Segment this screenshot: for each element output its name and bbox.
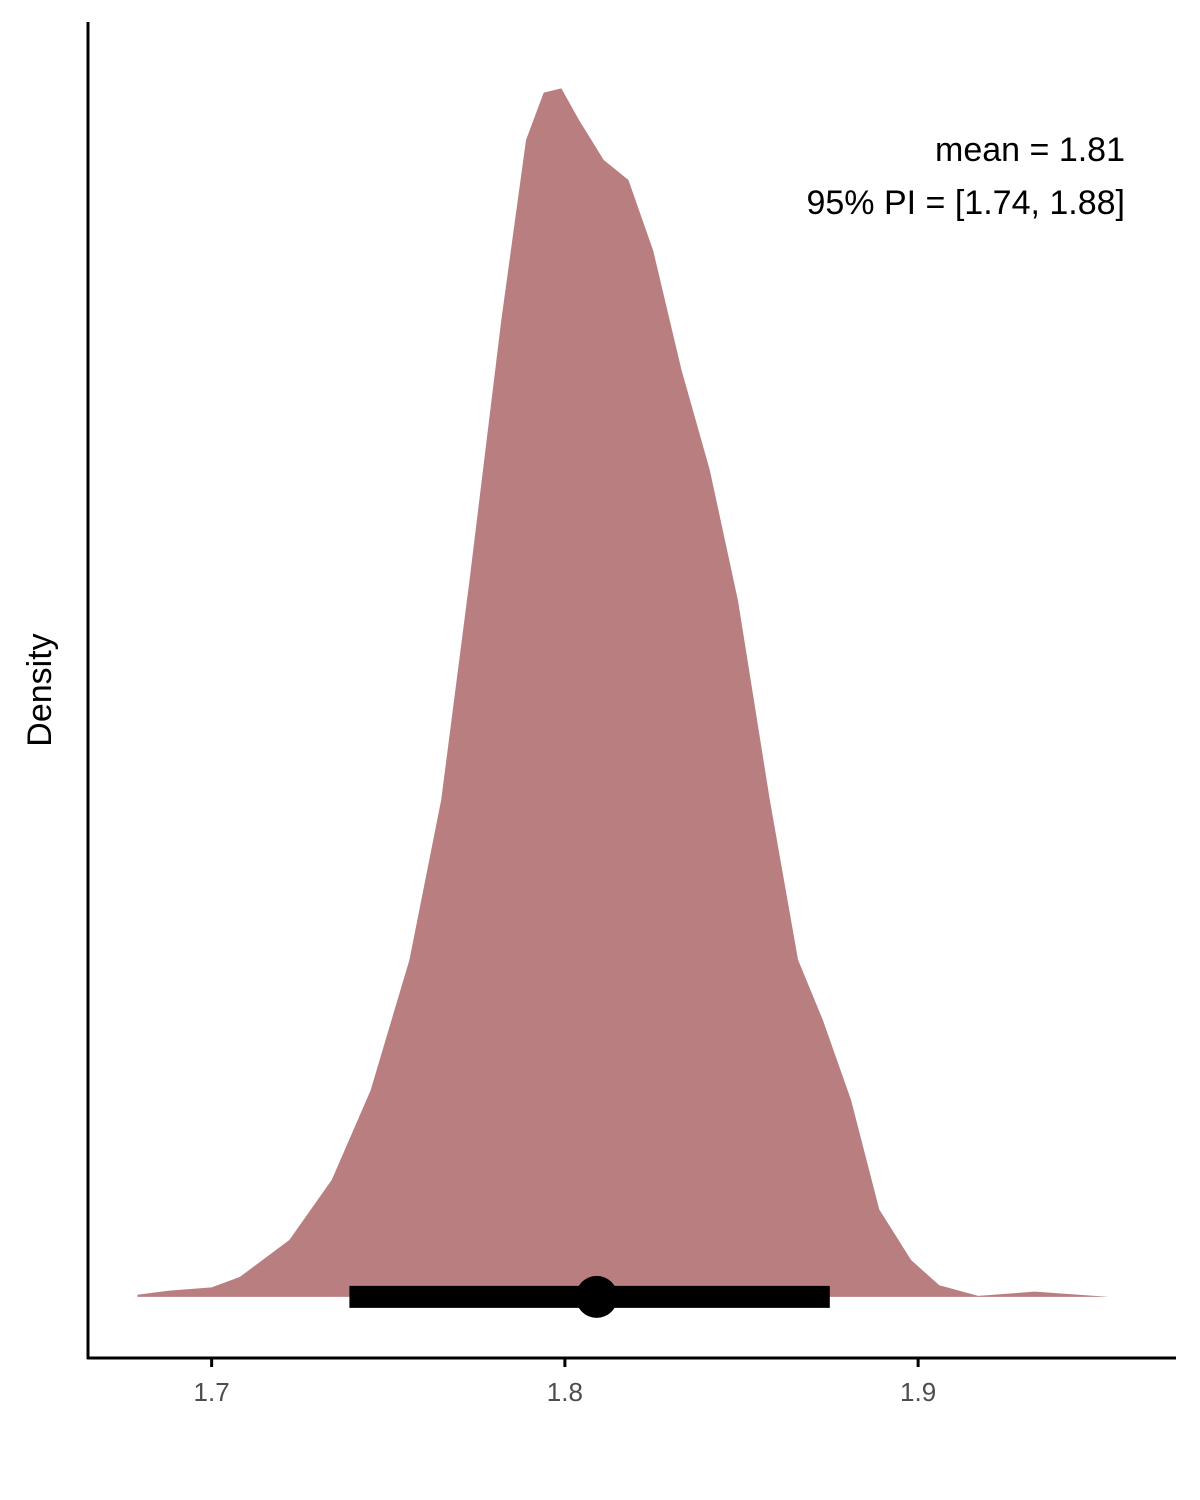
density-area xyxy=(137,88,1109,1297)
interval-point xyxy=(575,1275,618,1318)
annotation: 95% PI = [1.74, 1.88] xyxy=(806,184,1125,222)
y-axis-label: Density xyxy=(21,633,59,746)
x-tick-label: 1.9 xyxy=(900,1377,936,1407)
x-tick-label: 1.7 xyxy=(194,1377,230,1407)
x-tick-label: 1.8 xyxy=(547,1377,583,1407)
annotation: mean = 1.81 xyxy=(935,131,1125,169)
